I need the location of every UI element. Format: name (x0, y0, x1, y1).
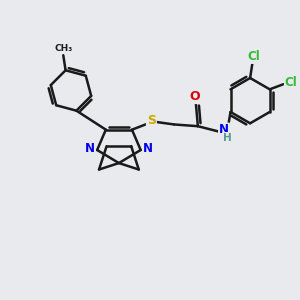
Text: H: H (223, 133, 232, 143)
Text: O: O (189, 90, 200, 103)
Text: Cl: Cl (247, 50, 260, 63)
Text: N: N (219, 124, 229, 136)
Text: S: S (147, 114, 156, 127)
Text: Cl: Cl (285, 76, 298, 89)
Text: CH₃: CH₃ (54, 44, 72, 53)
Text: N: N (143, 142, 153, 155)
Text: N: N (85, 142, 95, 155)
